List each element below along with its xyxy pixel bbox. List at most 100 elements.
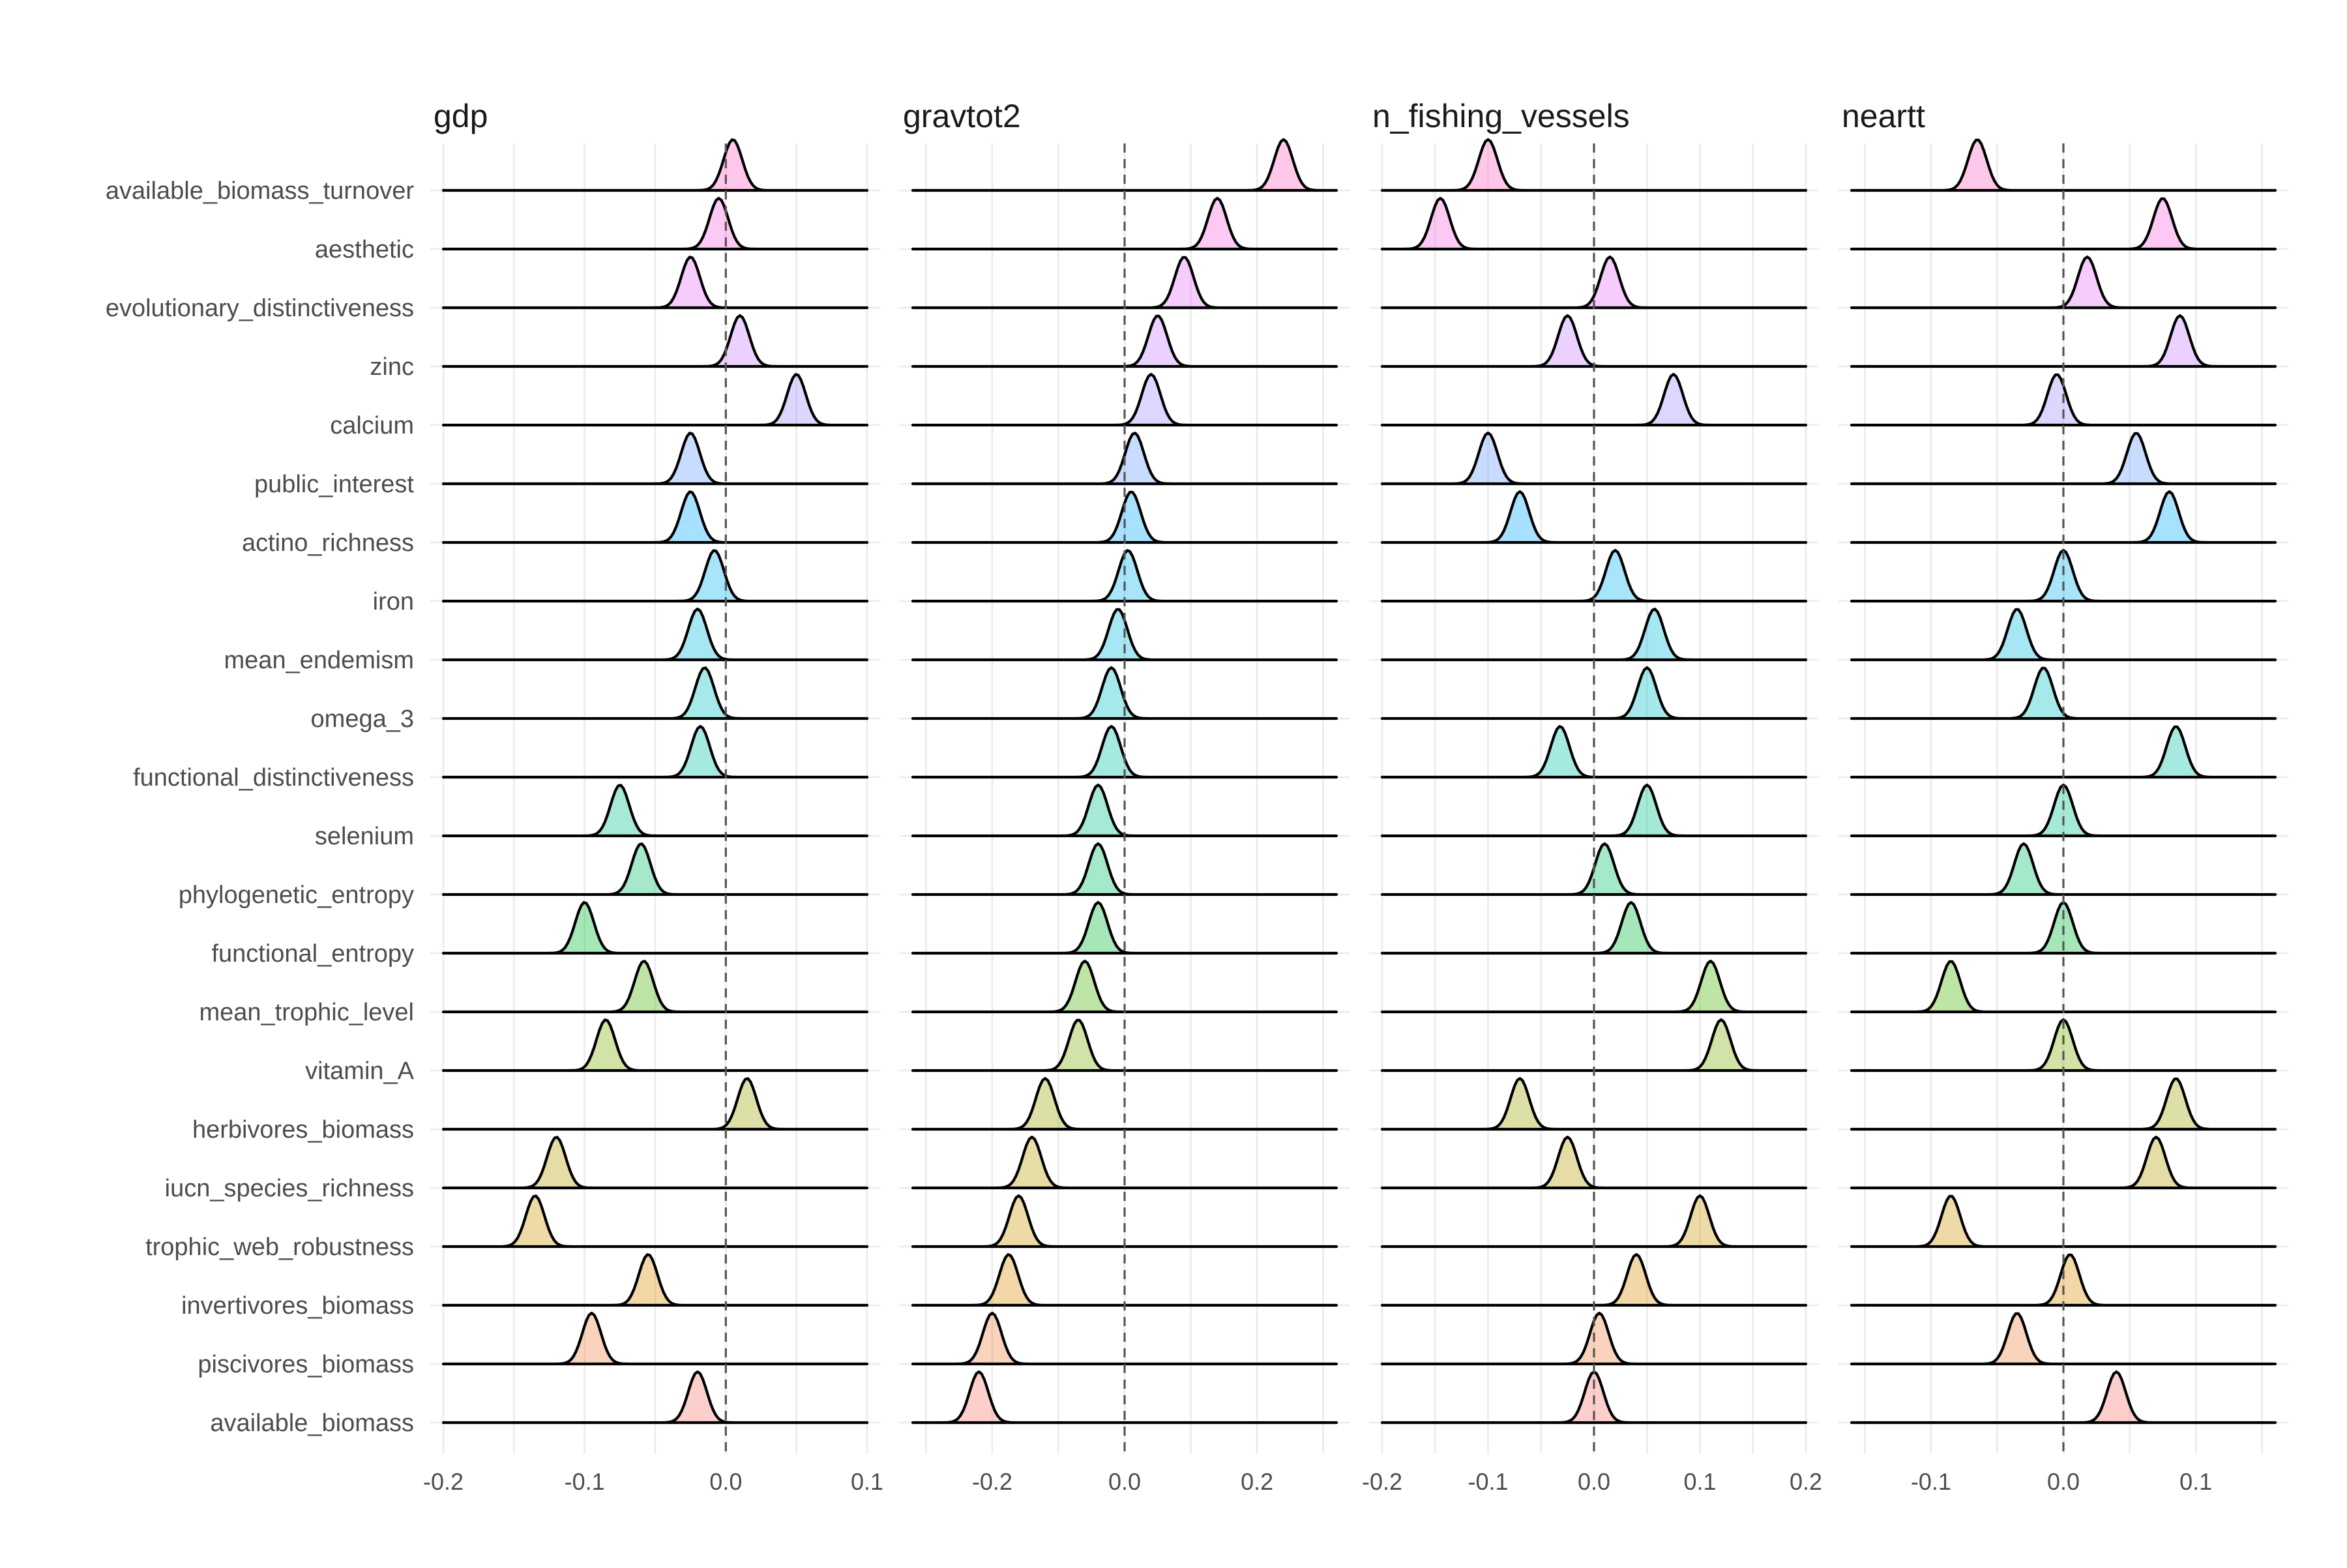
- panel-title-neartt: neartt: [1842, 98, 1925, 134]
- row-label-invertivores_biomass: invertivores_biomass: [181, 1292, 414, 1320]
- density-ridge-herbivores_biomass: [1380, 1076, 1808, 1131]
- row-label-public_interest: public_interest: [254, 471, 414, 498]
- density-ridge-available_biomass: [1850, 1370, 2277, 1425]
- x-tick-label: -0.2: [423, 1468, 464, 1495]
- density-ridge-vitamin_A: [441, 1018, 869, 1072]
- row-label-actino_richness: actino_richness: [242, 529, 414, 557]
- density-ridge-zinc: [1380, 314, 1808, 368]
- density-ridge-zinc: [441, 314, 869, 368]
- row-label-trophic_web_robustness: trophic_web_robustness: [145, 1234, 414, 1261]
- density-ridge-invertivores_biomass: [1850, 1253, 2277, 1307]
- panel-gdp: gdp -0.2 -0.1 0.0 0.1: [423, 98, 883, 1495]
- row-label-herbivores_biomass: herbivores_biomass: [192, 1116, 414, 1144]
- density-ridge-herbivores_biomass: [441, 1077, 869, 1131]
- density-ridge-trophic_web_robustness: [1380, 1194, 1808, 1249]
- density-ridge-selenium: [441, 784, 869, 838]
- row-label-aesthetic: aesthetic: [315, 236, 414, 263]
- x-tick-label: 0.1: [2179, 1468, 2212, 1495]
- density-ridge-selenium: [1850, 783, 2277, 838]
- x-tick-label: 0.1: [1683, 1468, 1716, 1495]
- density-ridge-evolutionary_distinctiveness: [911, 256, 1338, 310]
- x-tick-label: -0.1: [1911, 1468, 1951, 1495]
- density-ridge-public_interest: [441, 432, 869, 486]
- density-ridge-trophic_web_robustness: [1850, 1194, 2277, 1249]
- density-ridge-available_biomass: [441, 1370, 869, 1425]
- density-ridge-actino_richness: [441, 490, 869, 544]
- density-ridge-mean_endemism: [1850, 608, 2277, 662]
- density-ridge-aesthetic: [911, 196, 1338, 251]
- row-label-selenium: selenium: [315, 823, 414, 850]
- x-tick-label: -0.2: [1362, 1468, 1402, 1495]
- density-ridge-omega_3: [441, 666, 869, 720]
- density-ridge-trophic_web_robustness: [911, 1194, 1338, 1249]
- density-ridge-iucn_species_richness: [1850, 1135, 2277, 1190]
- x-tick-label: -0.2: [972, 1468, 1012, 1495]
- density-ridge-iron: [1850, 548, 2277, 603]
- density-ridge-piscivores_biomass: [1850, 1312, 2277, 1366]
- density-ridge-functional_distinctiveness: [1380, 725, 1808, 779]
- density-ridge-functional_entropy: [911, 900, 1338, 955]
- density-ridge-piscivores_biomass: [441, 1311, 869, 1366]
- row-labels: available_biomass_turnover aesthetic evolu…: [106, 177, 415, 1437]
- density-ridge-aesthetic: [1380, 196, 1808, 251]
- row-label-functional_entropy: functional_entropy: [211, 940, 414, 968]
- density-ridge-vitamin_A: [911, 1018, 1338, 1072]
- density-ridge-public_interest: [1850, 432, 2277, 486]
- density-ridge-functional_distinctiveness: [441, 724, 869, 779]
- density-ridge-omega_3: [1850, 666, 2277, 720]
- density-ridge-invertivores_biomass: [911, 1253, 1338, 1307]
- row-label-mean_trophic_level: mean_trophic_level: [199, 999, 414, 1026]
- density-ridge-herbivores_biomass: [911, 1076, 1338, 1131]
- row-label-omega_3: omega_3: [311, 705, 414, 733]
- x-tick-label: 0.2: [1241, 1468, 1273, 1495]
- row-label-available_biomass_turnover: available_biomass_turnover: [106, 177, 415, 205]
- row-label-mean_endemism: mean_endemism: [224, 647, 414, 674]
- density-ridge-trophic_web_robustness: [441, 1194, 869, 1249]
- density-ridge-evolutionary_distinctiveness: [1380, 255, 1808, 310]
- density-ridge-phylogenetic_entropy: [1850, 842, 2277, 896]
- panel-title-gravtot2: gravtot2: [903, 98, 1021, 134]
- density-ridge-calcium: [911, 372, 1338, 427]
- density-ridge-functional_entropy: [441, 901, 869, 955]
- row-label-functional_distinctiveness: functional_distinctiveness: [133, 764, 414, 791]
- density-ridge-calcium: [1380, 372, 1808, 427]
- panel-gravtot2: gravtot2 -0.2 0.0 0.2: [900, 98, 1350, 1495]
- density-ridge-zinc: [1850, 314, 2277, 368]
- density-ridge-vitamin_A: [1380, 1018, 1808, 1072]
- density-ridge-mean_trophic_level: [441, 960, 869, 1014]
- row-label-available_biomass: available_biomass: [210, 1410, 414, 1437]
- density-ridge-available_biomass_turnover: [1380, 138, 1808, 192]
- density-ridge-aesthetic: [1850, 197, 2277, 251]
- panel-title-gdp: gdp: [434, 98, 488, 134]
- density-ridge-iron: [911, 549, 1338, 603]
- row-label-evolutionary_distinctiveness: evolutionary_distinctiveness: [106, 295, 414, 322]
- row-label-vitamin_A: vitamin_A: [305, 1058, 414, 1085]
- x-tick-label: -0.1: [565, 1468, 605, 1495]
- x-tick-label: 0.0: [709, 1468, 742, 1495]
- density-ridge-vitamin_A: [1850, 1018, 2277, 1072]
- density-ridge-invertivores_biomass: [1380, 1252, 1808, 1307]
- density-ridge-iucn_species_richness: [441, 1136, 869, 1190]
- density-ridge-invertivores_biomass: [441, 1253, 869, 1307]
- row-label-phylogenetic_entropy: phylogenetic_entropy: [179, 881, 414, 909]
- row-label-iron: iron: [373, 588, 414, 615]
- density-ridge-actino_richness: [911, 490, 1338, 544]
- panel-n_fishing_vessels: n_fishing_vessels -0.2 -0.1 0.0 0.1 0.2: [1362, 98, 1822, 1495]
- density-ridge-selenium: [911, 783, 1338, 838]
- x-tick-label: 0.0: [2047, 1468, 2080, 1495]
- density-ridge-piscivores_biomass: [911, 1311, 1338, 1366]
- density-ridge-mean_trophic_level: [911, 959, 1338, 1014]
- row-label-calcium: calcium: [330, 412, 414, 439]
- density-ridge-iucn_species_richness: [1380, 1135, 1808, 1190]
- density-ridge-available_biomass: [911, 1370, 1338, 1425]
- density-ridge-functional_distinctiveness: [911, 724, 1338, 779]
- density-ridge-evolutionary_distinctiveness: [1850, 255, 2277, 310]
- x-tick-label: 0.1: [851, 1468, 883, 1495]
- density-ridge-evolutionary_distinctiveness: [441, 256, 869, 310]
- density-ridge-functional_entropy: [1380, 900, 1808, 955]
- density-ridge-phylogenetic_entropy: [911, 842, 1338, 896]
- density-ridge-zinc: [911, 314, 1338, 368]
- panel-neartt: neartt -0.1 0.0 0.1: [1838, 98, 2288, 1495]
- density-ridge-herbivores_biomass: [1850, 1077, 2277, 1131]
